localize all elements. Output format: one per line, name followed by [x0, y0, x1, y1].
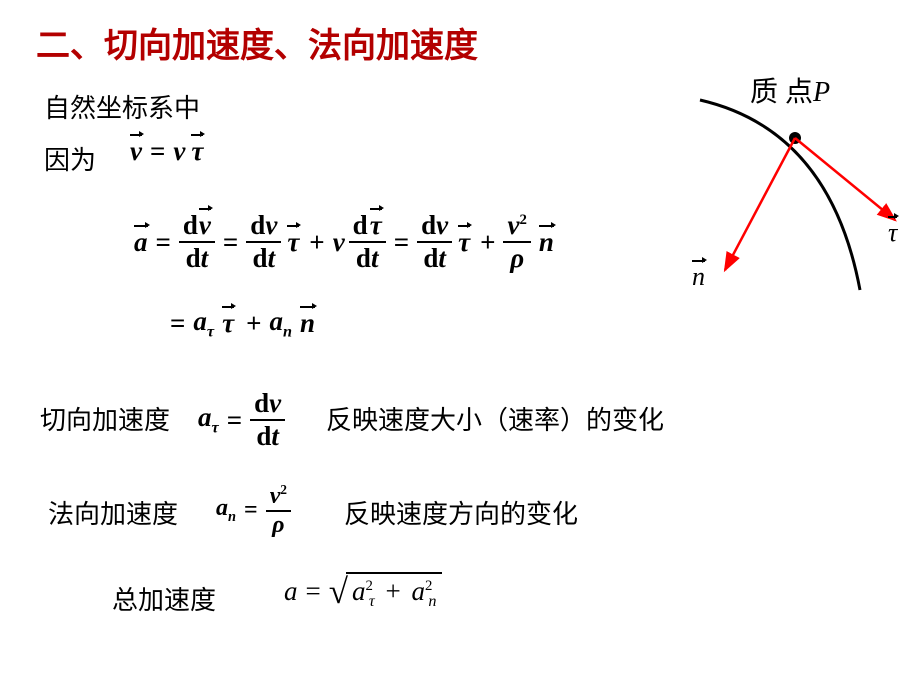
frac-v2-rho: v2 ρ	[503, 210, 530, 274]
tangential-desc: 反映速度大小（速率）的变化	[326, 400, 664, 437]
tau-vec-1: τ	[287, 227, 299, 258]
eq-acceleration-components: = aτ τ + an n	[166, 306, 315, 341]
sqrt-expr: √ a2τ + a2n	[329, 572, 443, 611]
v-scalar: v	[173, 136, 185, 167]
normal-desc: 反映速度方向的变化	[344, 494, 578, 531]
total-label: 总加速度	[112, 580, 216, 617]
tau-label: τ	[888, 218, 897, 248]
eq-acceleration-main: a = dv dt = dv dt τ + v dτ dt = dv dt τ …	[134, 210, 554, 274]
line-natural-coords: 自然坐标系中	[44, 88, 200, 125]
particle-diagram: 质 点P n τ	[630, 70, 910, 310]
v-vector: v	[130, 136, 142, 167]
eq-a-tau: aτ = dv dt	[198, 388, 285, 452]
eq-total-a: a = √ a2τ + a2n	[284, 572, 442, 611]
n-label: n	[692, 262, 705, 292]
frac-dtau-dt: dτ dt	[349, 210, 386, 274]
tau-vector: τ	[191, 136, 203, 167]
n-arrow	[725, 138, 795, 270]
frac-dv-dt-1: dv dt	[246, 210, 281, 274]
a-vector: a	[134, 227, 148, 258]
because-label: 因为	[44, 140, 96, 177]
tangential-label: 切向加速度	[40, 400, 170, 437]
section-title: 二、切向加速度、法向加速度	[36, 18, 478, 67]
a-tau: aτ	[193, 306, 214, 341]
n-vector: n	[539, 227, 554, 258]
tau-vec-2: τ	[458, 227, 470, 258]
frac-dvvec-dt: dv dt	[179, 210, 215, 274]
a-n: an	[269, 306, 292, 341]
title-text: 二、切向加速度、法向加速度	[36, 28, 478, 65]
curve-path	[700, 100, 860, 290]
frac-dv-dt-2: dv dt	[417, 210, 452, 274]
eq-a-n: an = v2 ρ	[216, 482, 291, 539]
particle-label: 质 点P	[750, 70, 830, 110]
normal-label: 法向加速度	[48, 494, 178, 531]
eq-v-vtau: v = v τ	[130, 136, 203, 167]
tau-arrow	[795, 138, 895, 220]
